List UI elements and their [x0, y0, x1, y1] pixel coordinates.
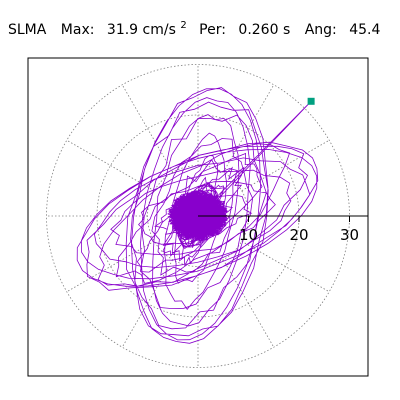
grid-spoke-300: [222, 259, 275, 348]
period-value: 0.260 s: [238, 22, 290, 38]
max-value: 31.9 cm/s: [107, 22, 176, 38]
radial-tick-label-20: 20: [289, 226, 308, 244]
angle-label: Ang:: [305, 22, 337, 38]
grid-spoke-210: [66, 240, 155, 293]
max-label: Max:: [61, 22, 95, 38]
svg-text:SLMA Max: 31.9 cm/s: SLMA Max: 31.9 cm/s 2 Per: 0.260 s Ang: …: [8, 16, 380, 38]
station-code: SLMA: [8, 22, 47, 38]
grid-spoke-120: [121, 84, 174, 173]
angle-value: 45.4: [349, 22, 380, 38]
radial-axis: 10 20 30: [198, 215, 368, 244]
chart-title: SLMA Max: 31.9 cm/s 2 Per: 0.260 s Ang: …: [8, 16, 380, 38]
trace-core: [168, 190, 229, 242]
grid-spoke-330: [241, 240, 330, 293]
radial-tick-label-10: 10: [239, 226, 258, 244]
radial-tick-label-30: 30: [340, 226, 359, 244]
period-label: Per:: [199, 22, 226, 38]
motion-trace: [76, 87, 319, 344]
max-marker-square: [307, 97, 315, 105]
grid-spoke-60: [222, 84, 275, 173]
max-unit-exponent: 2: [180, 20, 186, 31]
max-marker: [307, 97, 315, 105]
grid-spoke-150: [66, 139, 155, 192]
